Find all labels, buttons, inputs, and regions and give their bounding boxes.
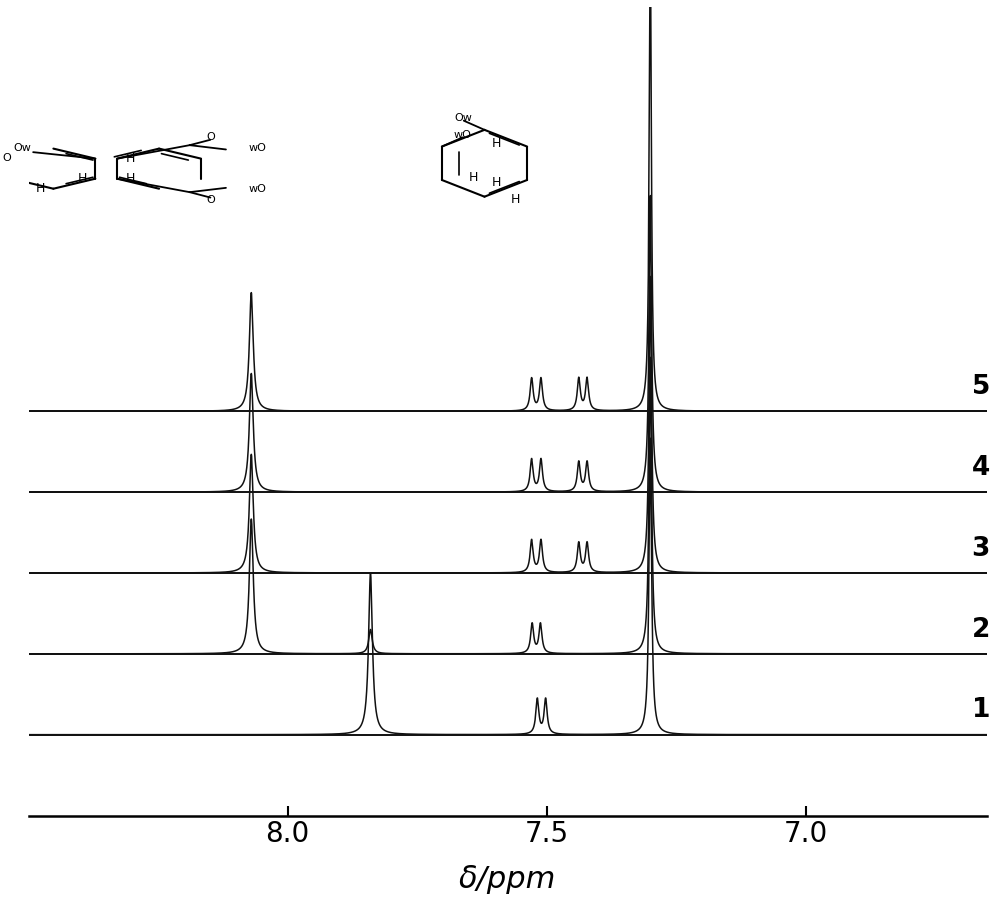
Text: H: H [78,172,87,186]
Text: Ow: Ow [455,113,473,123]
Text: O: O [3,152,12,162]
Text: H: H [491,137,501,150]
Text: H: H [125,152,135,165]
Text: 3: 3 [972,536,990,561]
Text: H: H [491,177,501,189]
Text: 2: 2 [972,616,990,642]
Text: wO: wO [454,130,472,140]
Text: 4: 4 [972,455,990,481]
X-axis label: δ/ppm: δ/ppm [459,865,557,894]
Text: H: H [36,182,45,196]
Text: wO: wO [248,143,266,153]
Text: 5: 5 [972,374,990,400]
Text: 1: 1 [972,697,990,724]
Text: O: O [206,196,215,205]
Text: H: H [511,193,520,206]
Text: O: O [206,132,215,142]
Text: H: H [468,171,478,184]
Text: wO: wO [248,185,266,195]
Text: H: H [125,172,135,186]
Text: Ow: Ow [14,143,32,153]
